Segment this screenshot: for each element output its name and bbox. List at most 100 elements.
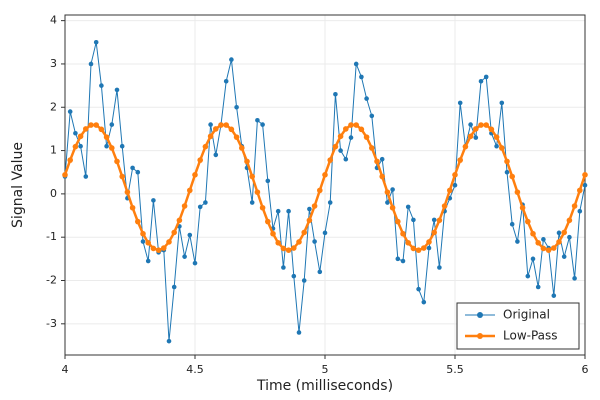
series-point bbox=[129, 204, 136, 211]
series-point bbox=[181, 203, 188, 209]
y-tick-label: 1 bbox=[50, 144, 57, 157]
series-point bbox=[83, 174, 89, 179]
series-point bbox=[228, 126, 235, 133]
series-point bbox=[462, 143, 469, 150]
series-point bbox=[577, 187, 583, 194]
series-point bbox=[561, 229, 567, 236]
series-point bbox=[114, 87, 120, 93]
series-point bbox=[577, 208, 583, 214]
series-point bbox=[327, 157, 334, 163]
series-point bbox=[384, 189, 391, 195]
series-point bbox=[88, 122, 94, 128]
series-point bbox=[286, 208, 291, 214]
series-point bbox=[353, 61, 359, 67]
series-point bbox=[182, 254, 187, 259]
series-point bbox=[421, 299, 427, 305]
series-point bbox=[441, 203, 448, 209]
series-point bbox=[322, 172, 328, 178]
series-point bbox=[249, 173, 255, 180]
series-point bbox=[270, 230, 276, 237]
series-point bbox=[567, 234, 572, 240]
series-point bbox=[353, 122, 360, 128]
x-tick-label: 4 bbox=[62, 363, 69, 376]
series-point bbox=[525, 218, 531, 225]
legend-marker bbox=[477, 312, 483, 318]
series-point bbox=[104, 143, 109, 149]
series-point bbox=[213, 126, 219, 132]
series-point bbox=[311, 203, 318, 209]
x-tick-label: 4.5 bbox=[186, 363, 204, 376]
series-point bbox=[254, 189, 261, 195]
series-point bbox=[556, 239, 562, 245]
series-point bbox=[192, 260, 198, 266]
series-point bbox=[338, 148, 343, 153]
series-point bbox=[77, 133, 84, 140]
series-point bbox=[239, 145, 245, 151]
legend-label: Low-Pass bbox=[503, 329, 558, 343]
series-point bbox=[171, 284, 177, 290]
series-point bbox=[551, 245, 557, 251]
series-point bbox=[140, 239, 146, 244]
series-point bbox=[332, 143, 339, 150]
series-point bbox=[259, 204, 266, 211]
series-point bbox=[535, 240, 541, 246]
series-point bbox=[572, 276, 577, 281]
series-point bbox=[166, 338, 172, 344]
series-point bbox=[223, 122, 229, 128]
legend-box bbox=[456, 302, 580, 350]
series-point bbox=[478, 78, 484, 84]
series-point bbox=[161, 245, 167, 251]
series-point bbox=[452, 172, 458, 178]
y-tick-label: 3 bbox=[50, 57, 57, 70]
series-point bbox=[109, 145, 115, 151]
series-point bbox=[119, 173, 125, 180]
series-point bbox=[192, 172, 198, 178]
series-point bbox=[130, 165, 135, 171]
series-point bbox=[151, 198, 156, 203]
series-point bbox=[457, 100, 463, 106]
series-point bbox=[478, 122, 484, 128]
series-point bbox=[255, 117, 260, 123]
series-point bbox=[317, 269, 323, 275]
series-point bbox=[379, 156, 385, 162]
y-axis-label: Signal Value bbox=[10, 142, 26, 228]
y-tick-label: -1 bbox=[46, 230, 57, 243]
series-point bbox=[275, 240, 282, 246]
series-point bbox=[385, 200, 390, 205]
series-point bbox=[135, 169, 141, 175]
series-point bbox=[473, 135, 479, 140]
series-point bbox=[234, 104, 239, 110]
y-tick-label: 2 bbox=[50, 100, 57, 113]
series-point bbox=[218, 122, 224, 128]
x-axis-label: Time (milliseconds) bbox=[256, 378, 393, 394]
series-point bbox=[301, 229, 308, 236]
series-point bbox=[327, 200, 333, 205]
series-point bbox=[530, 256, 536, 262]
series-point bbox=[145, 240, 151, 246]
series-point bbox=[504, 169, 510, 175]
series-point bbox=[499, 145, 505, 151]
series-point bbox=[280, 245, 287, 252]
series-point bbox=[135, 218, 141, 225]
series-point bbox=[541, 237, 546, 242]
series-point bbox=[333, 91, 338, 97]
series-point bbox=[582, 172, 588, 178]
series-point bbox=[405, 204, 411, 210]
series-point bbox=[187, 232, 193, 238]
series-point bbox=[197, 204, 203, 210]
series-point bbox=[88, 61, 94, 67]
series-point bbox=[343, 126, 349, 132]
series-point bbox=[337, 133, 344, 140]
series-point bbox=[260, 122, 265, 127]
series-point bbox=[571, 203, 578, 209]
series-point bbox=[223, 78, 229, 84]
y-tick-label: 4 bbox=[50, 14, 57, 27]
series-point bbox=[374, 158, 380, 165]
series-point bbox=[437, 265, 442, 270]
series-point bbox=[545, 247, 552, 253]
series-point bbox=[364, 96, 369, 101]
series-point bbox=[72, 143, 79, 150]
legend-marker bbox=[477, 333, 483, 339]
